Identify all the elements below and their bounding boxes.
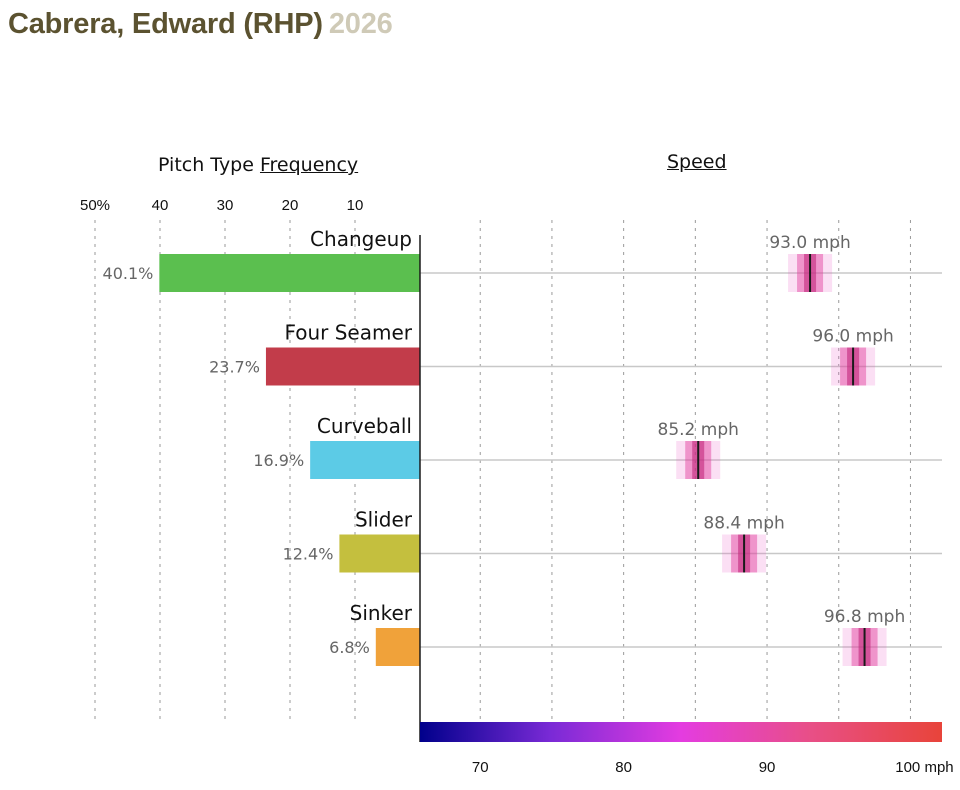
speed-colorscale-bar [420,722,942,742]
frequency-tick-label: 50% [80,197,110,214]
frequency-tick-label: 10 [347,197,364,214]
frequency-bar [310,441,420,479]
frequency-value-label: 6.8% [329,638,370,657]
category-label: Curveball [317,414,412,438]
axis-layer: 50% 40 30 20 10 Changeup Four Seamer Curveball S… [80,197,954,776]
frequency-value-label: 40.1% [103,264,154,283]
season-year: 2026 [328,8,393,40]
speed-value-label: 96.0 mph [812,327,893,347]
frequency-bar [339,534,420,573]
frequency-bar [265,347,420,386]
frequency-value-label: 16.9% [253,451,304,470]
speed-tick-label: 80 [615,759,632,776]
bars-layer: 40.1% 23.7% 16.9% 12.4% 6.8% [103,254,420,666]
frequency-bar [375,628,420,666]
frequency-value-label: 23.7% [209,358,260,377]
speed-layer: 93.0 mph 96.0 mph 85.2 mph 88.4 mph 96.8 mph [658,233,905,666]
category-label: Slider [355,508,413,532]
frequency-tick-label: 40 [152,197,169,214]
category-label: Sinker [350,601,413,625]
frequency-tick-label: 20 [282,197,299,214]
grid-layer [94,220,942,722]
speed-value-label: 93.0 mph [769,233,850,253]
frequency-tick-label: 30 [217,197,234,214]
speed-value-label: 88.4 mph [703,514,784,534]
speed-tick-label: 100 mph [895,759,953,776]
frequency-bar [159,254,420,292]
speed-tick-label: 70 [472,759,489,776]
chart-title: Cabrera, Edward (RHP) 2026 [8,8,393,41]
pitcher-name: Cabrera, Edward (RHP) [8,8,323,40]
speed-value-label: 96.8 mph [824,607,905,627]
frequency-value-label: 12.4% [283,545,334,564]
category-label: Changeup [310,227,412,251]
frequency-header-link[interactable]: Frequency [259,154,359,176]
speed-value-label: 85.2 mph [658,420,739,440]
frequency-header: Pitch Type Frequency [158,154,358,176]
speed-header-link[interactable]: Speed [667,151,727,173]
speed-header: Speed [667,151,727,173]
speed-tick-label: 90 [759,759,776,776]
frequency-header-prefix: Pitch Type [158,154,254,176]
category-label: Four Seamer [284,321,412,345]
